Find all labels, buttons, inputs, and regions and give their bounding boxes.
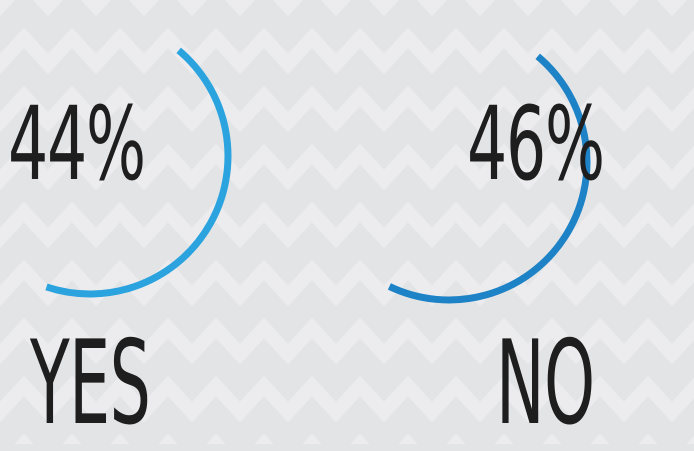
gauge-arc-no: [387, 53, 591, 304]
gauge-arc-no-path: [387, 53, 591, 304]
gauge-value-no: 46%: [467, 85, 605, 204]
gauge-no: 46% NO: [347, 0, 694, 444]
gauge-label-no: NO: [496, 316, 595, 451]
gauge-value-yes: 44%: [8, 85, 146, 204]
gauge-arc-yes: [45, 47, 232, 298]
gauge-label-yes: YES: [30, 316, 151, 451]
gauge-yes: 44% YES: [0, 0, 347, 444]
gauge-arc-yes-path: [45, 47, 232, 298]
